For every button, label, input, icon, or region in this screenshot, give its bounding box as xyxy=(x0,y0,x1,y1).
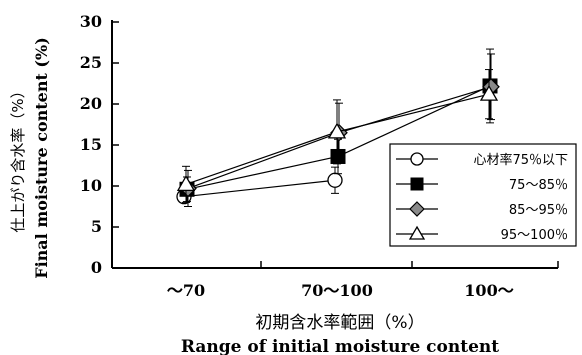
data-point xyxy=(327,172,343,188)
series-line xyxy=(183,179,336,198)
y-axis-label-en: Final moisture content (%) xyxy=(32,37,51,279)
legend-marker xyxy=(410,152,424,166)
x-axis-label-en: Range of initial moisture content xyxy=(181,337,499,355)
x-ticks: ～70 70～100 100～ xyxy=(111,261,559,300)
y-axis-label-jp: 仕上がり含水率（%） xyxy=(9,83,27,232)
x-axis-label-jp: 初期含水率範囲（%） xyxy=(255,313,424,333)
series-group xyxy=(176,48,500,207)
series-0 xyxy=(176,166,343,205)
x-tick-label: 70～100 xyxy=(301,281,373,300)
data-point xyxy=(176,175,196,192)
y-tick-label: 30 xyxy=(80,12,102,31)
y-tick-label: 0 xyxy=(91,258,102,277)
legend-marker xyxy=(409,201,425,217)
legend-label: 85～95％ xyxy=(509,203,568,218)
y-tick-label: 25 xyxy=(80,53,102,72)
y-ticks: 0 5 10 15 20 25 30 xyxy=(80,12,119,277)
data-point xyxy=(330,148,346,164)
y-tick-label: 15 xyxy=(80,135,102,154)
x-tick-label: 100～ xyxy=(464,281,513,300)
legend-label: 75～85％ xyxy=(509,178,568,193)
y-tick-label: 20 xyxy=(80,94,102,113)
legend-label: 心材率75％以下 xyxy=(473,152,568,168)
y-tick-label: 5 xyxy=(91,217,102,236)
legend-marker xyxy=(408,225,426,240)
series-3 xyxy=(176,69,499,203)
x-tick-label: ～70 xyxy=(167,281,205,300)
data-point xyxy=(479,84,499,101)
legend-label: 95～100％ xyxy=(501,228,568,243)
data-point xyxy=(327,122,347,139)
legend: 心材率75％以下 75～85％ 85～95％ 95～100％ xyxy=(389,143,577,247)
y-tick-label: 10 xyxy=(80,176,102,195)
legend-marker xyxy=(410,177,424,191)
